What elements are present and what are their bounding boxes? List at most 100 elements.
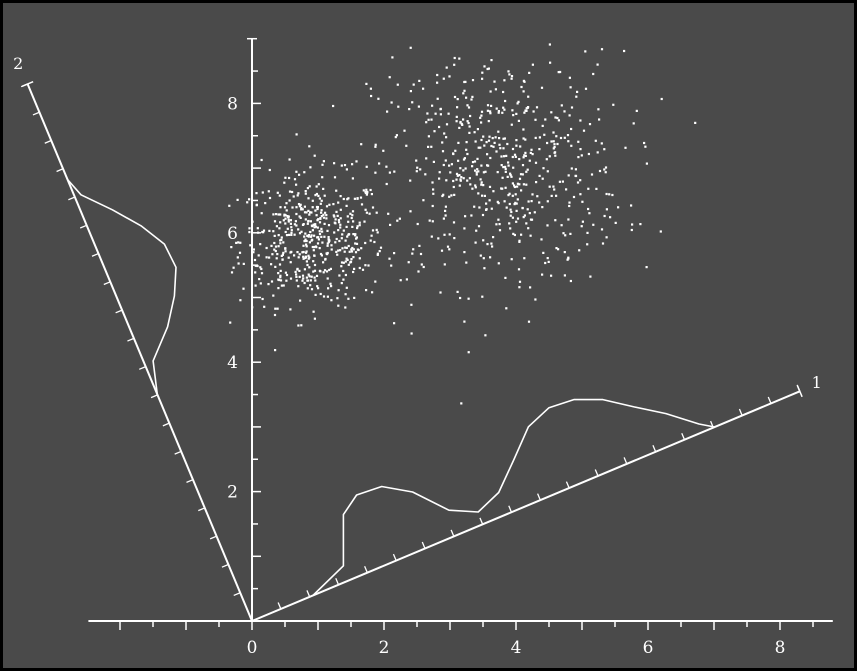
- scatter-point: [255, 203, 258, 206]
- scatter-point: [305, 211, 308, 214]
- scatter-point: [516, 217, 520, 220]
- scatter-point: [511, 155, 514, 159]
- scatter-point: [522, 156, 525, 159]
- scatter-point: [563, 136, 566, 139]
- scatter-point: [523, 111, 526, 114]
- scatter-point: [347, 220, 350, 223]
- scatter-point: [479, 146, 482, 149]
- scatter-point: [316, 207, 319, 211]
- scatter-point: [520, 233, 523, 236]
- scatter-point: [294, 220, 297, 223]
- scatter-point: [542, 251, 545, 254]
- scatter-point: [318, 221, 322, 224]
- scatter-point: [260, 267, 263, 271]
- scatter-point: [326, 295, 329, 298]
- scatter-point: [304, 192, 307, 195]
- scatter-point: [365, 188, 368, 191]
- scatter-point: [322, 271, 325, 274]
- scatter-point: [364, 264, 367, 267]
- scatter-point: [419, 252, 423, 256]
- scatter-point: [546, 200, 549, 203]
- scatter-point: [553, 188, 556, 191]
- scatter-point: [318, 247, 321, 250]
- scatter-point: [574, 174, 578, 178]
- scatter-point: [577, 156, 580, 159]
- scatter-point: [425, 157, 428, 160]
- scatter-point: [300, 324, 303, 327]
- scatter-point: [371, 291, 374, 294]
- scatter-point: [489, 110, 492, 113]
- scatter-point: [465, 141, 468, 144]
- scatter-point: [608, 193, 611, 196]
- scatter-point: [504, 165, 507, 168]
- scatter-point: [569, 279, 572, 283]
- scatter-point: [283, 206, 287, 209]
- scatter-point: [448, 248, 451, 251]
- scatter-point: [605, 236, 608, 239]
- scatter-point: [324, 211, 327, 214]
- scatter-point: [522, 183, 525, 186]
- scatter-point: [557, 248, 560, 251]
- scatter-point: [483, 194, 486, 197]
- scatter-point: [335, 189, 338, 192]
- scatter-point: [302, 255, 305, 258]
- scatter-point: [411, 252, 414, 255]
- scatter-point: [570, 167, 573, 170]
- scatter-point: [475, 229, 478, 232]
- projection-axis-1-tick: [335, 578, 340, 585]
- scatter-point: [317, 238, 320, 241]
- scatter-point: [313, 276, 316, 279]
- scatter-point: [370, 94, 373, 98]
- scatter-point: [370, 193, 373, 196]
- scatter-point: [459, 179, 462, 182]
- scatter-point: [568, 201, 571, 204]
- projection-axis-2-histogram: [66, 178, 177, 395]
- scatter-point: [284, 217, 287, 220]
- scatter-point: [457, 141, 460, 144]
- scatter-point: [317, 287, 320, 290]
- scatter-point: [232, 266, 235, 269]
- scatter-point: [486, 153, 489, 156]
- scatter-point: [322, 261, 325, 264]
- scatter-point: [492, 145, 495, 148]
- scatter-point: [444, 159, 447, 162]
- scatter-point: [533, 211, 536, 214]
- scatter-point: [520, 189, 523, 192]
- scatter-point: [507, 70, 510, 73]
- scatter-point: [273, 234, 276, 237]
- scatter-point: [480, 164, 483, 167]
- scatter-point: [316, 285, 319, 288]
- scatter-point: [312, 270, 315, 273]
- scatter-point: [330, 248, 333, 251]
- scatter-point: [323, 222, 326, 225]
- scatter-point: [567, 140, 570, 143]
- scatter-point: [329, 282, 332, 285]
- scatter-point: [295, 212, 298, 216]
- scatter-point: [471, 161, 475, 164]
- scatter-point: [325, 214, 328, 217]
- scatter-point: [277, 245, 280, 248]
- scatter-point: [278, 278, 281, 282]
- scatter-point: [441, 141, 444, 144]
- scatter-point: [449, 171, 452, 174]
- scatter-point: [345, 204, 348, 207]
- scatter-point: [361, 268, 365, 271]
- scatter-point: [486, 67, 489, 71]
- scatter-point: [536, 195, 539, 198]
- scatter-point: [371, 206, 375, 209]
- scatter-point: [531, 63, 534, 66]
- scatter-point: [358, 266, 361, 270]
- scatter-point: [552, 140, 555, 143]
- scatter-point: [296, 194, 299, 197]
- scatter-point: [471, 95, 474, 98]
- scatter-point: [255, 192, 258, 195]
- scatter-point: [307, 235, 310, 238]
- scatter-point: [445, 136, 448, 139]
- scatter-point: [278, 227, 281, 230]
- scatter-point: [500, 164, 503, 167]
- scatter-point: [307, 254, 310, 257]
- scatter-point: [304, 251, 308, 254]
- scatter-point: [450, 194, 453, 197]
- scatter-point: [284, 222, 287, 225]
- scatter-point: [408, 108, 411, 111]
